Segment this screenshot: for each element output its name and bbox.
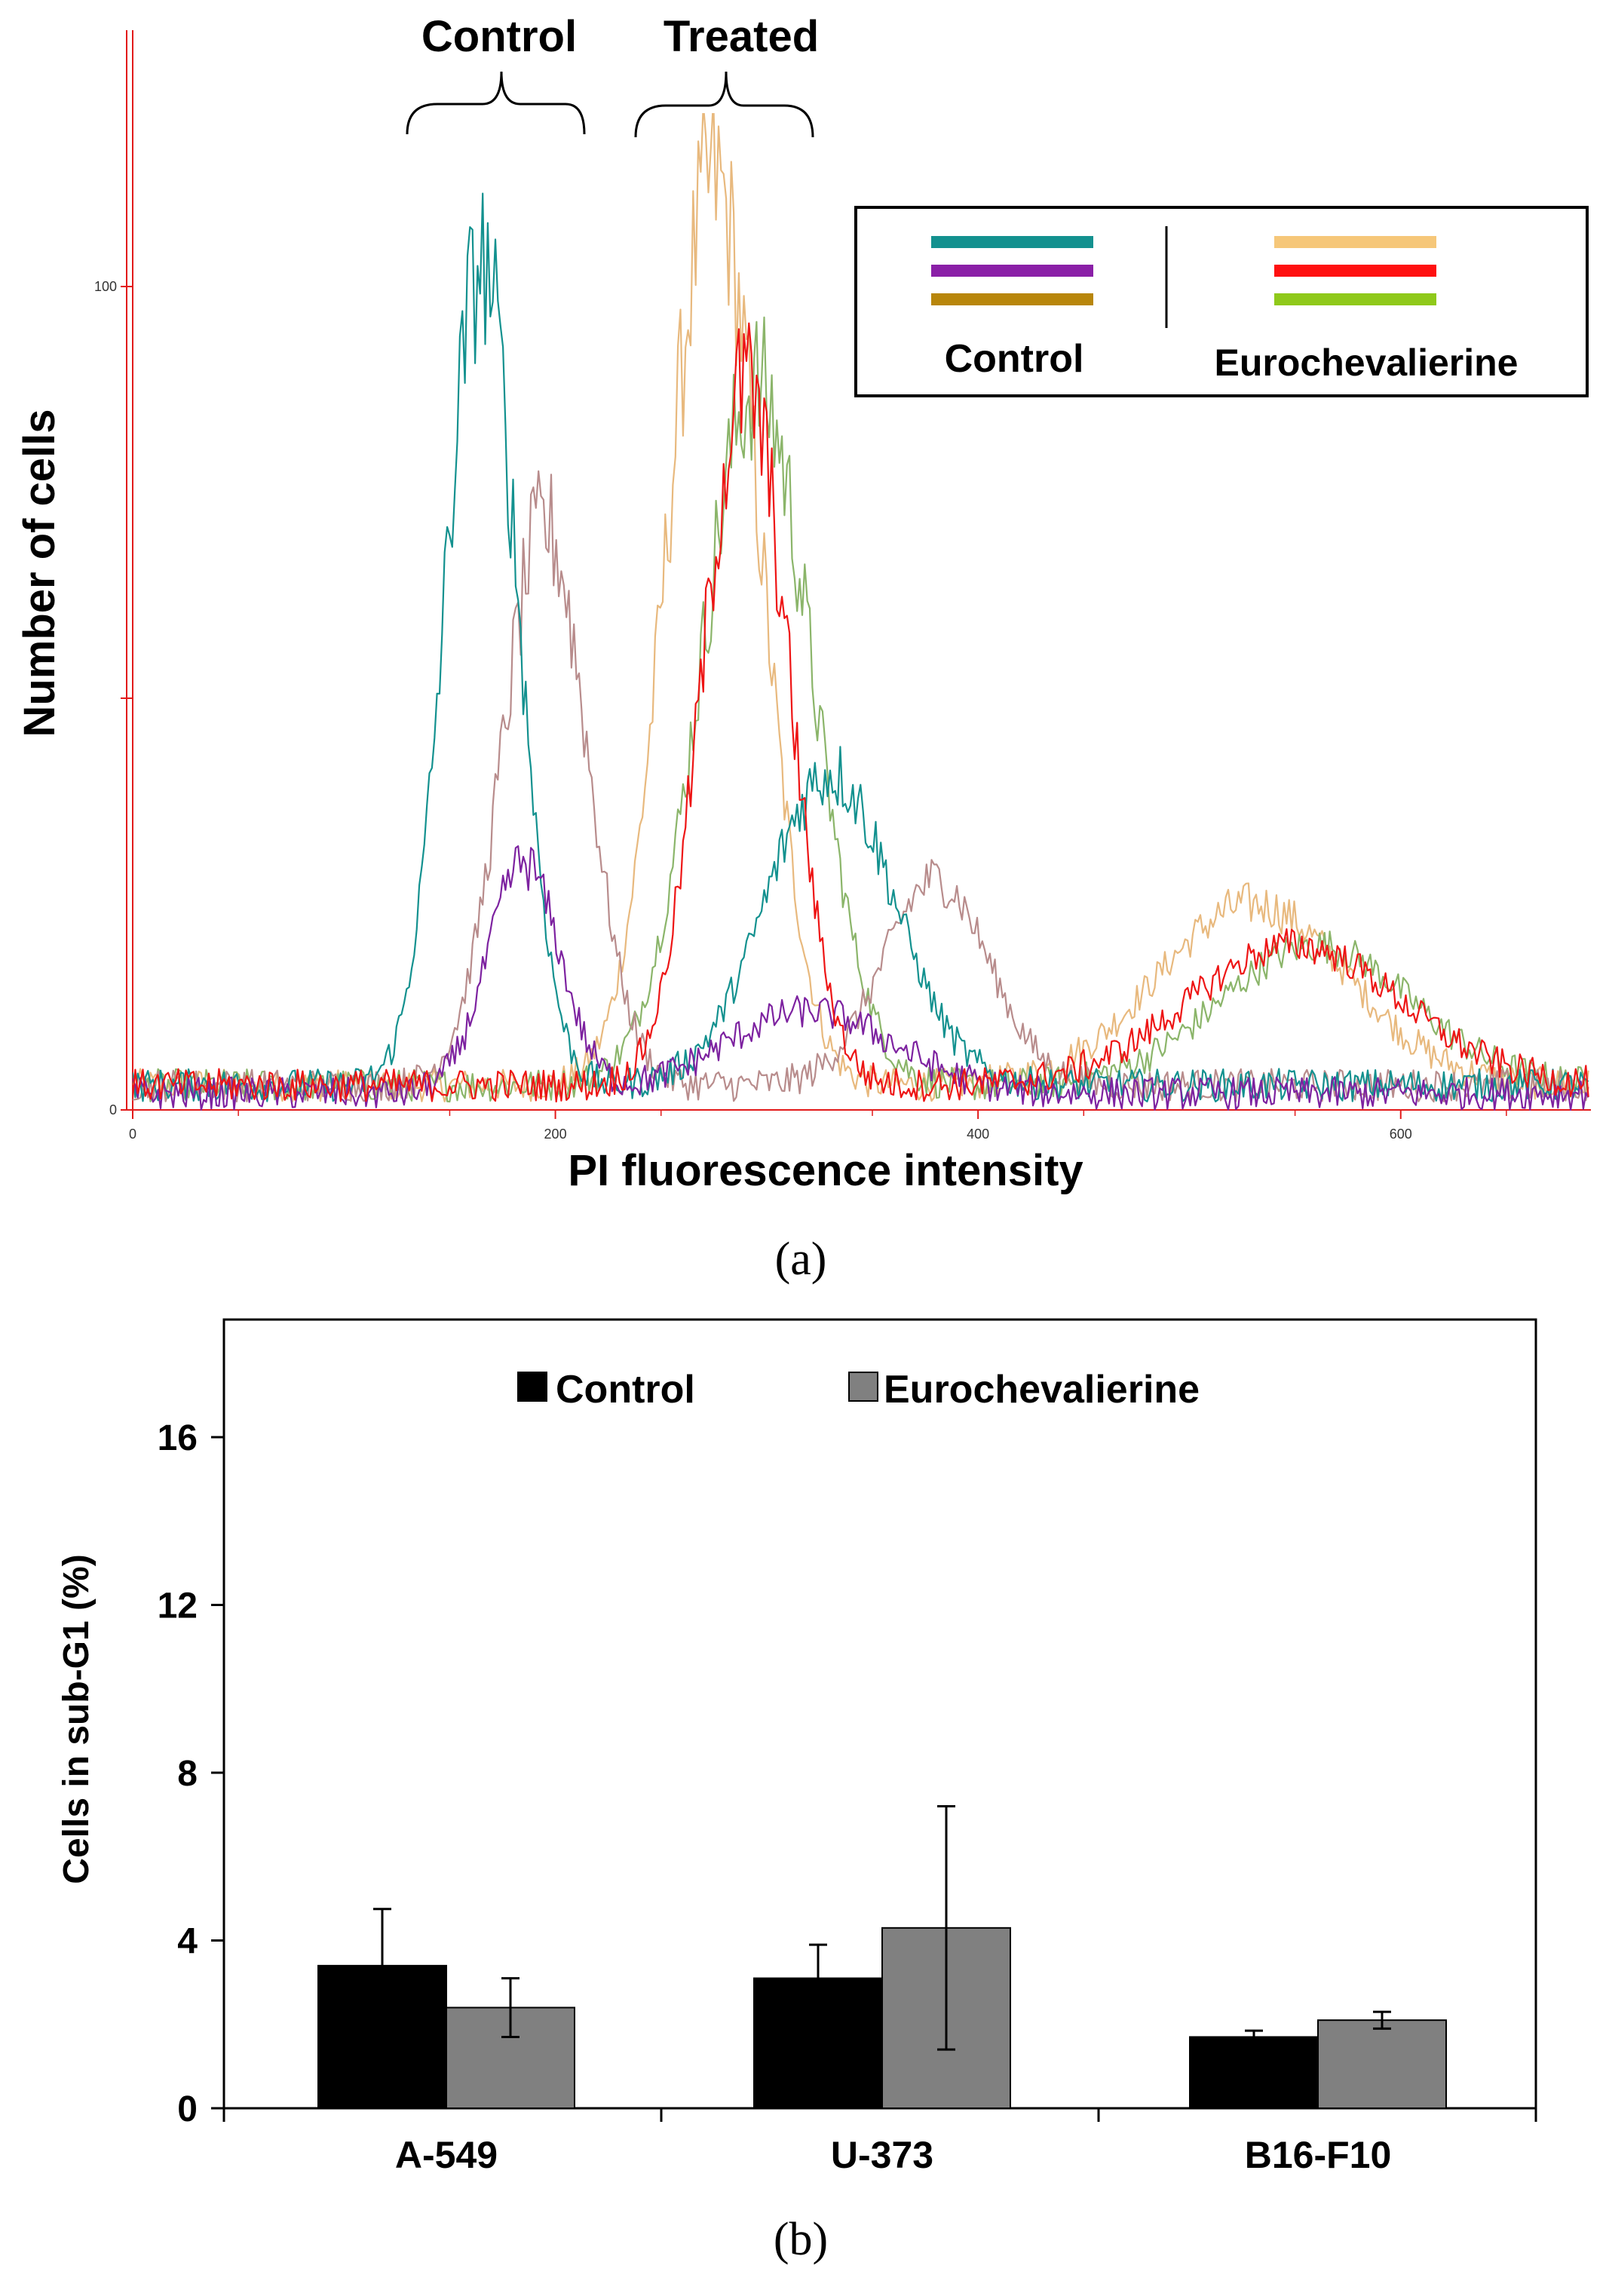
bar-chart-axes: 0 4 8 12 16 [158,1320,1537,2129]
histogram-series-3 [133,192,1589,1102]
histogram-legend: Control Eurochevalierine [854,206,1589,397]
histogram-series-5 [133,322,1589,1103]
category-label: A-549 [395,2134,498,2176]
bar-chart-bars: A-549 U-373 B16-F10 [317,1805,1447,2176]
histogram-traces [133,113,1589,1111]
x-tick-label: 0 [129,1127,136,1142]
treated-bracket-label: Treated [664,12,819,61]
legend-label-control: Control [556,1368,695,1412]
x-tick-label: 200 [544,1127,567,1142]
y-tick-label: 100 [94,279,117,294]
legend-swatch-0-0 [931,236,1093,248]
legend-swatch-0-1 [931,265,1093,277]
x-tick-label: 600 [1390,1127,1412,1142]
legend-label-eurochevalierine: Eurochevalierine [884,1368,1200,1412]
control-bracket: Control [406,12,586,135]
bar-y-axis-label: Cells in sub-G1 (%) [57,1554,97,1884]
panel-a-label: (a) [775,1234,827,1285]
control-bracket-label: Control [421,12,577,61]
bar-legend: Control Eurochevalierine [517,1368,1200,1412]
legend-swatch-1-2 [1274,293,1436,305]
legend-label-eurochevalierine: Eurochevalierine [1215,342,1519,384]
histogram-series-4 [133,845,1589,1111]
histogram-x-axis-label: PI fluorescence intensity [568,1146,1083,1195]
bar-y-tick-label: 0 [177,2089,198,2129]
legend-swatch-control [517,1372,547,1402]
histogram-panel: 0 200 400 600 0 100 PI fluorescence intensity… [15,12,1591,1285]
treated-bracket-shape [634,71,814,138]
legend-label-control: Control [945,337,1084,381]
treated-bracket: Treated [634,12,819,138]
x-tick-label: 400 [967,1127,989,1142]
legend-swatch-1-1 [1274,265,1436,277]
panel-b-label: (b) [774,2214,828,2265]
legend-swatch-eurochevalierine [848,1372,878,1402]
bar-y-tick-label: 8 [177,1754,198,1794]
category-label: U-373 [831,2134,933,2176]
histogram-series-1 [133,316,1589,1103]
legend-swatches [931,236,1436,305]
histogram-axis-ticks: 0 200 400 600 0 100 [94,279,1507,1142]
legend-swatch-1-0 [1274,236,1436,248]
legend-swatch-0-2 [931,293,1093,305]
category-label: B16-F10 [1245,2134,1392,2176]
bar-B16-F10-Control [1189,2036,1319,2109]
bar-y-tick-label: 16 [158,1418,198,1458]
bar-chart-panel: 0 4 8 12 16 A-549 U-373 B16-F10 Cells in sub-G… [57,1318,1537,2265]
histogram-y-axis-label: Number of cells [15,409,64,737]
bar-y-tick-label: 4 [177,1922,198,1962]
bar-B16-F10-Eurochevalierine [1317,2019,1447,2109]
y-tick-label: 0 [109,1102,117,1117]
bar-y-tick-label: 12 [158,1586,198,1626]
control-bracket-shape [406,71,586,135]
